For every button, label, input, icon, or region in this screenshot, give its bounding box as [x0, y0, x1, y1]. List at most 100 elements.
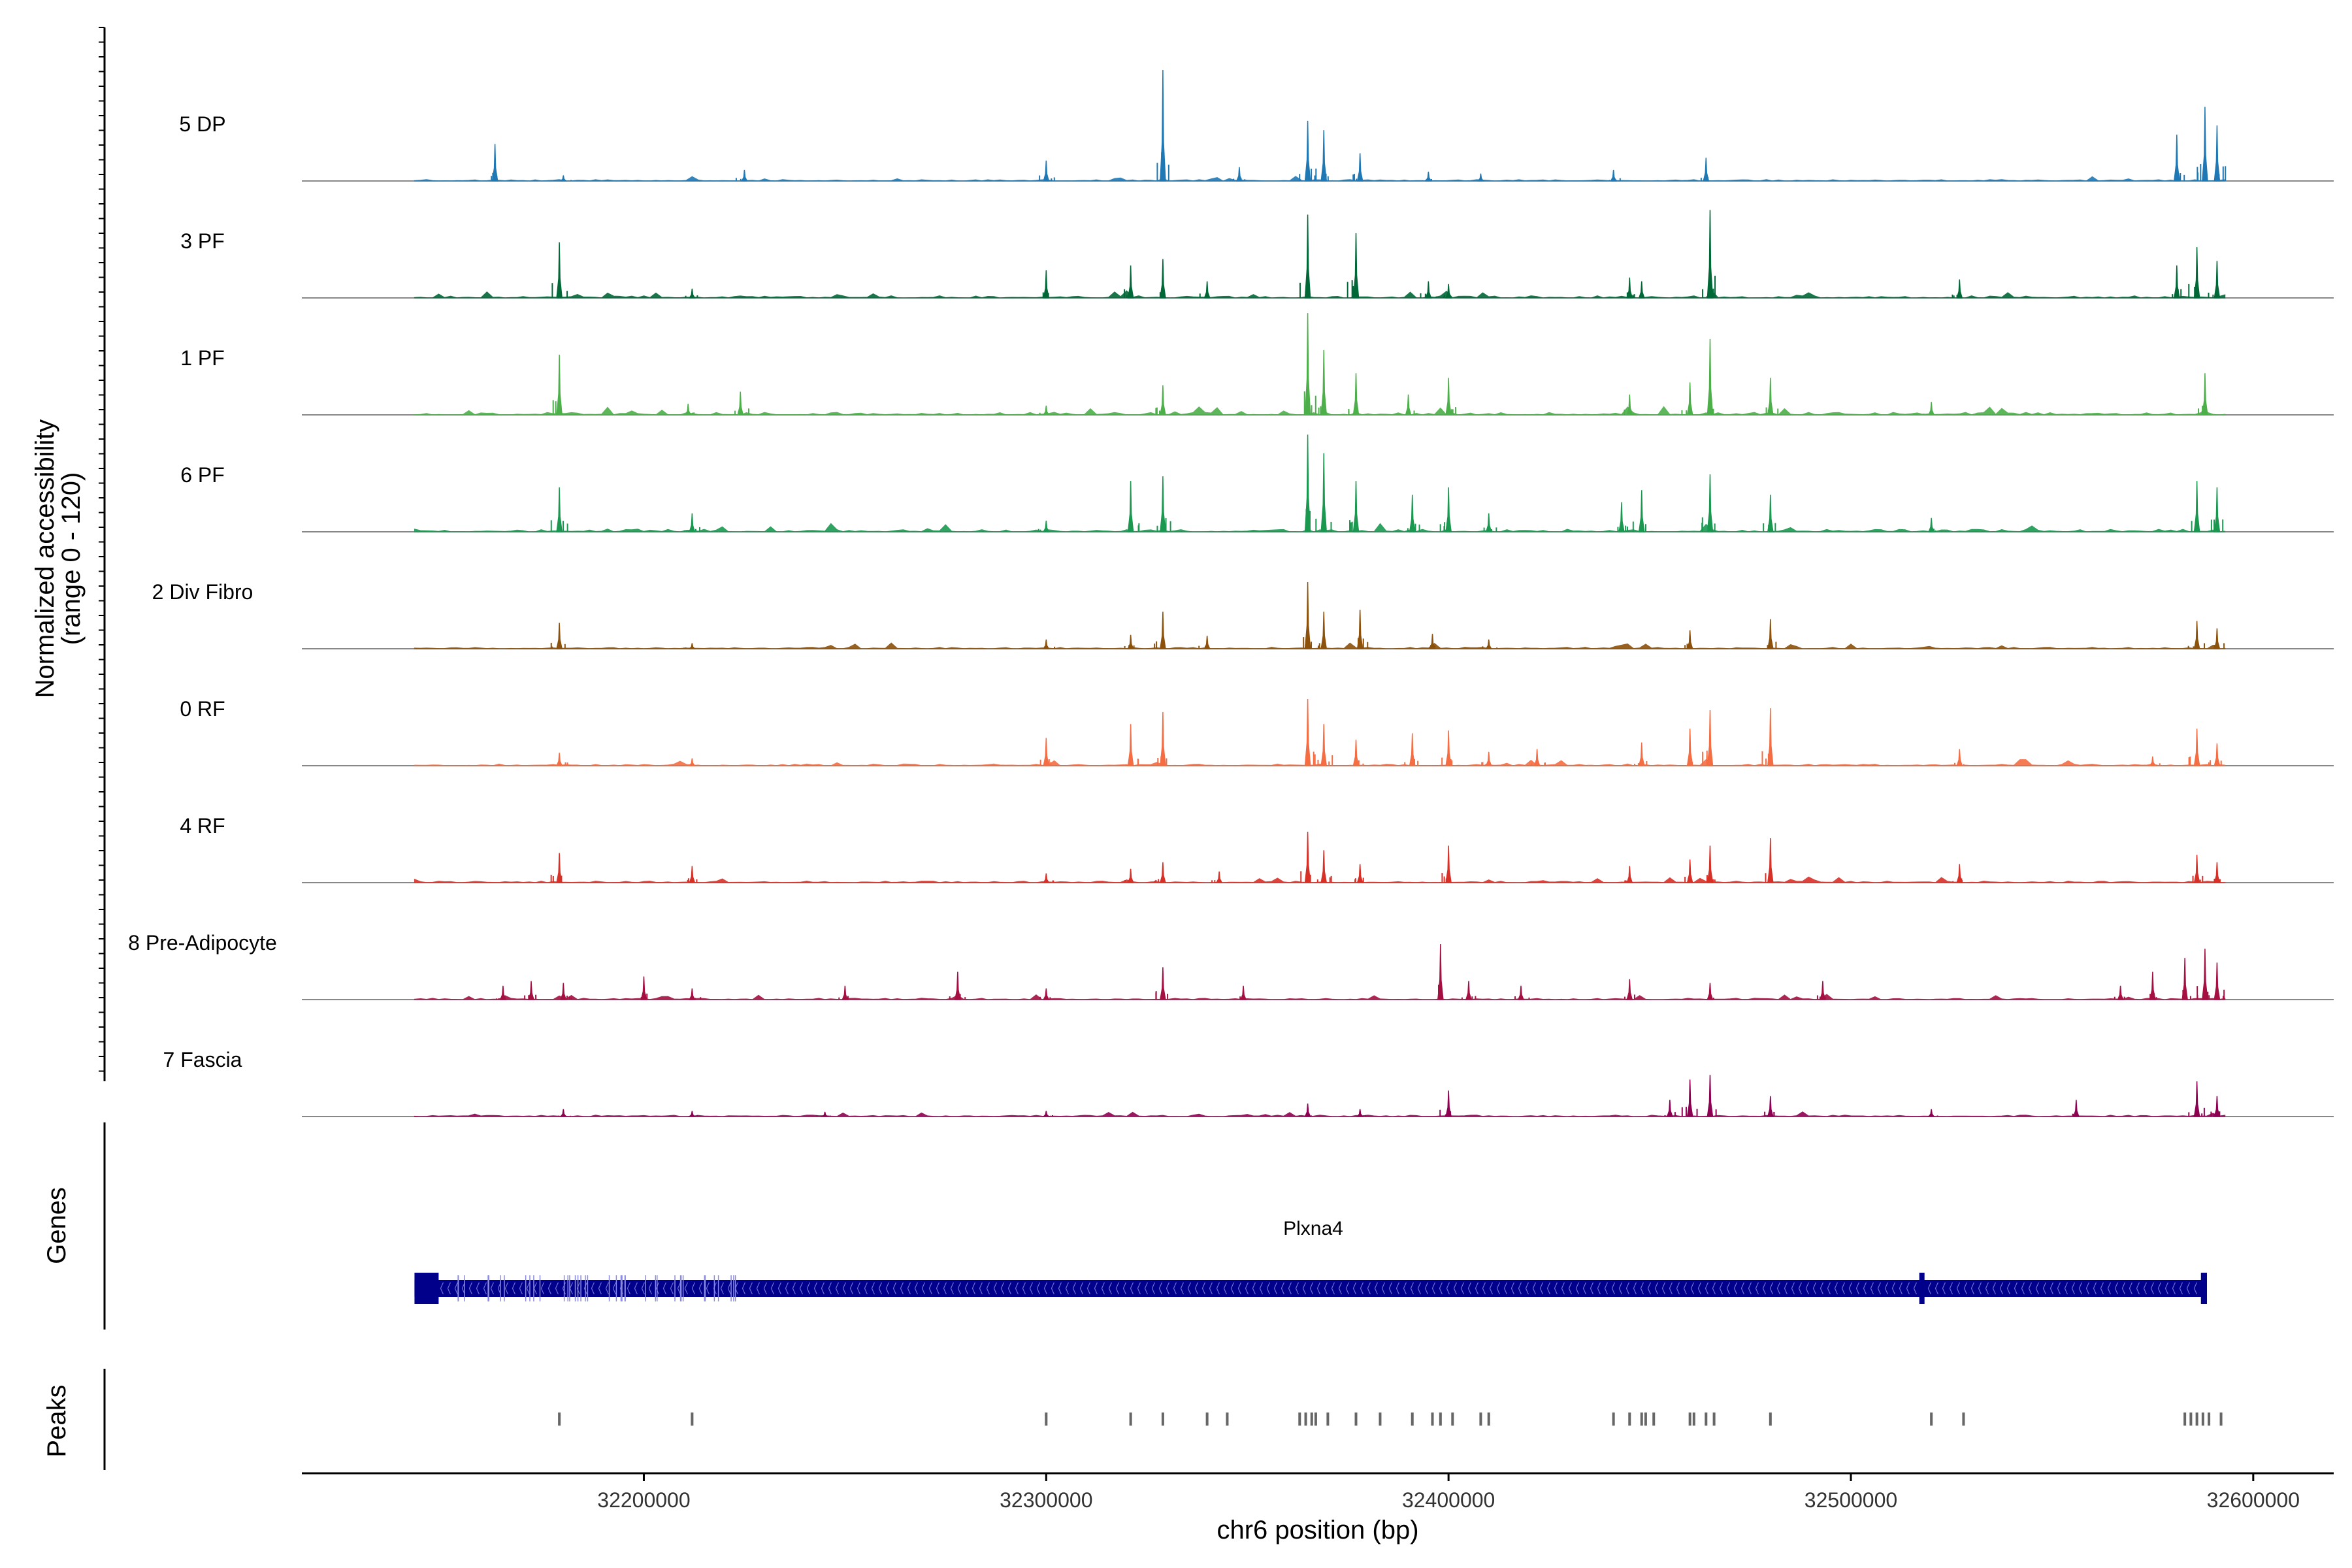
- strand-chevron: [2107, 1282, 2111, 1295]
- peak-mark: [1042, 1111, 1051, 1117]
- strand-chevron: [813, 1282, 817, 1295]
- strand-chevron: [756, 1282, 760, 1295]
- peak-mark: [1533, 749, 1541, 766]
- strand-chevron: [547, 1282, 551, 1295]
- gene-exon: [414, 1273, 439, 1304]
- track-label: 2 Div Fibro: [152, 580, 253, 604]
- strand-chevron: [2150, 1282, 2154, 1295]
- strand-chevron: [1669, 1282, 1673, 1295]
- track-noise: [414, 523, 2226, 532]
- strand-chevron: [1489, 1282, 1493, 1295]
- x-tick-label: 32600000: [2207, 1488, 2300, 1512]
- peak-mark: [1445, 487, 1452, 532]
- peak-mark: [1485, 513, 1492, 532]
- peak-mark: [1304, 832, 1311, 883]
- strand-chevron: [849, 1282, 853, 1295]
- peak-mark: [1356, 610, 1364, 649]
- track-6: 4 RF: [180, 814, 2334, 883]
- strand-chevron: [1942, 1282, 1946, 1295]
- peak-mark: [1618, 502, 1625, 532]
- peak-region: [1612, 1413, 1615, 1426]
- peak-mark: [1320, 130, 1328, 182]
- peak-region: [1479, 1413, 1482, 1426]
- track-label: 1 PF: [180, 346, 225, 370]
- peak-mark: [1160, 476, 1166, 532]
- peaks-track-label: Peaks: [42, 1384, 71, 1457]
- strand-chevron: [2136, 1282, 2140, 1295]
- track-label: 8 Pre-Adipocyte: [128, 931, 277, 955]
- track-label: 3 PF: [180, 229, 225, 253]
- strand-chevron: [1676, 1282, 1680, 1295]
- strand-chevron: [1022, 1282, 1026, 1295]
- peak-mark: [1409, 495, 1416, 532]
- peak-region: [1310, 1413, 1313, 1426]
- peak-mark: [559, 1109, 567, 1117]
- peak-mark: [1626, 394, 1633, 416]
- track-2: 1 PF: [180, 313, 2334, 416]
- strand-chevron: [1625, 1282, 1629, 1295]
- strand-chevron: [1618, 1282, 1622, 1295]
- peak-mark: [1485, 751, 1492, 766]
- strand-chevron: [1417, 1282, 1421, 1295]
- strand-chevron: [648, 1282, 652, 1295]
- strand-chevron: [2121, 1282, 2125, 1295]
- strand-chevron: [950, 1282, 954, 1295]
- x-tick-label: 32200000: [597, 1488, 690, 1512]
- peak-mark: [1043, 520, 1050, 532]
- strand-chevron: [1496, 1282, 1500, 1295]
- strand-chevron: [1956, 1282, 1960, 1295]
- strand-chevron: [1467, 1282, 1471, 1295]
- track-noise: [414, 759, 2226, 766]
- strand-chevron: [1424, 1282, 1428, 1295]
- peak-mark: [1127, 265, 1134, 299]
- strand-chevron: [519, 1282, 523, 1295]
- peak-mark: [1638, 281, 1645, 299]
- peak-region: [1439, 1413, 1442, 1426]
- peak-region: [2195, 1413, 2198, 1426]
- strand-chevron: [1590, 1282, 1593, 1295]
- strand-chevron: [1194, 1282, 1198, 1295]
- strand-chevron: [1201, 1282, 1205, 1295]
- strand-chevron: [1877, 1282, 1881, 1295]
- strand-chevron: [1841, 1282, 1845, 1295]
- strand-chevron: [1906, 1282, 1910, 1295]
- peak-mark: [689, 513, 696, 532]
- strand-chevron: [526, 1282, 530, 1295]
- peak-mark: [1304, 581, 1311, 649]
- strand-chevron: [1769, 1282, 1773, 1295]
- peak-mark: [2213, 487, 2221, 532]
- peak-mark: [1927, 1109, 1935, 1117]
- strand-chevron: [627, 1282, 630, 1295]
- peak-mark: [1767, 708, 1774, 766]
- peak-mark: [1477, 173, 1484, 182]
- peak-mark: [688, 1111, 696, 1117]
- strand-chevron: [1913, 1282, 1917, 1295]
- track-8: 7 Fascia: [163, 1048, 2334, 1117]
- strand-chevron: [1654, 1282, 1658, 1295]
- peak-region: [1354, 1413, 1358, 1426]
- peak-mark: [1304, 698, 1311, 766]
- strand-chevron: [1820, 1282, 1823, 1295]
- strand-chevron: [1338, 1282, 1342, 1295]
- strand-chevron: [1848, 1282, 1852, 1295]
- strand-chevron: [1065, 1282, 1069, 1295]
- peak-mark: [2213, 125, 2221, 182]
- peak-mark: [1465, 981, 1472, 1000]
- peak-mark: [1042, 639, 1050, 649]
- peak-mark: [1445, 845, 1452, 883]
- peak-mark: [2213, 628, 2221, 649]
- peak-region: [1692, 1413, 1695, 1426]
- strand-chevron: [1245, 1282, 1249, 1295]
- peak-mark: [499, 985, 507, 1000]
- peak-mark: [1352, 233, 1360, 299]
- strand-chevron: [1683, 1282, 1687, 1295]
- peak-mark: [1638, 742, 1645, 766]
- strand-chevron: [1475, 1282, 1478, 1295]
- track-3: 6 PF: [180, 434, 2334, 532]
- track-label: 0 RF: [180, 697, 225, 721]
- strand-chevron: [1755, 1282, 1759, 1295]
- strand-chevron: [691, 1282, 695, 1295]
- strand-chevron: [1374, 1282, 1378, 1295]
- peak-mark: [1686, 382, 1693, 416]
- y-axis-range-label: (range 0 - 120): [57, 472, 86, 645]
